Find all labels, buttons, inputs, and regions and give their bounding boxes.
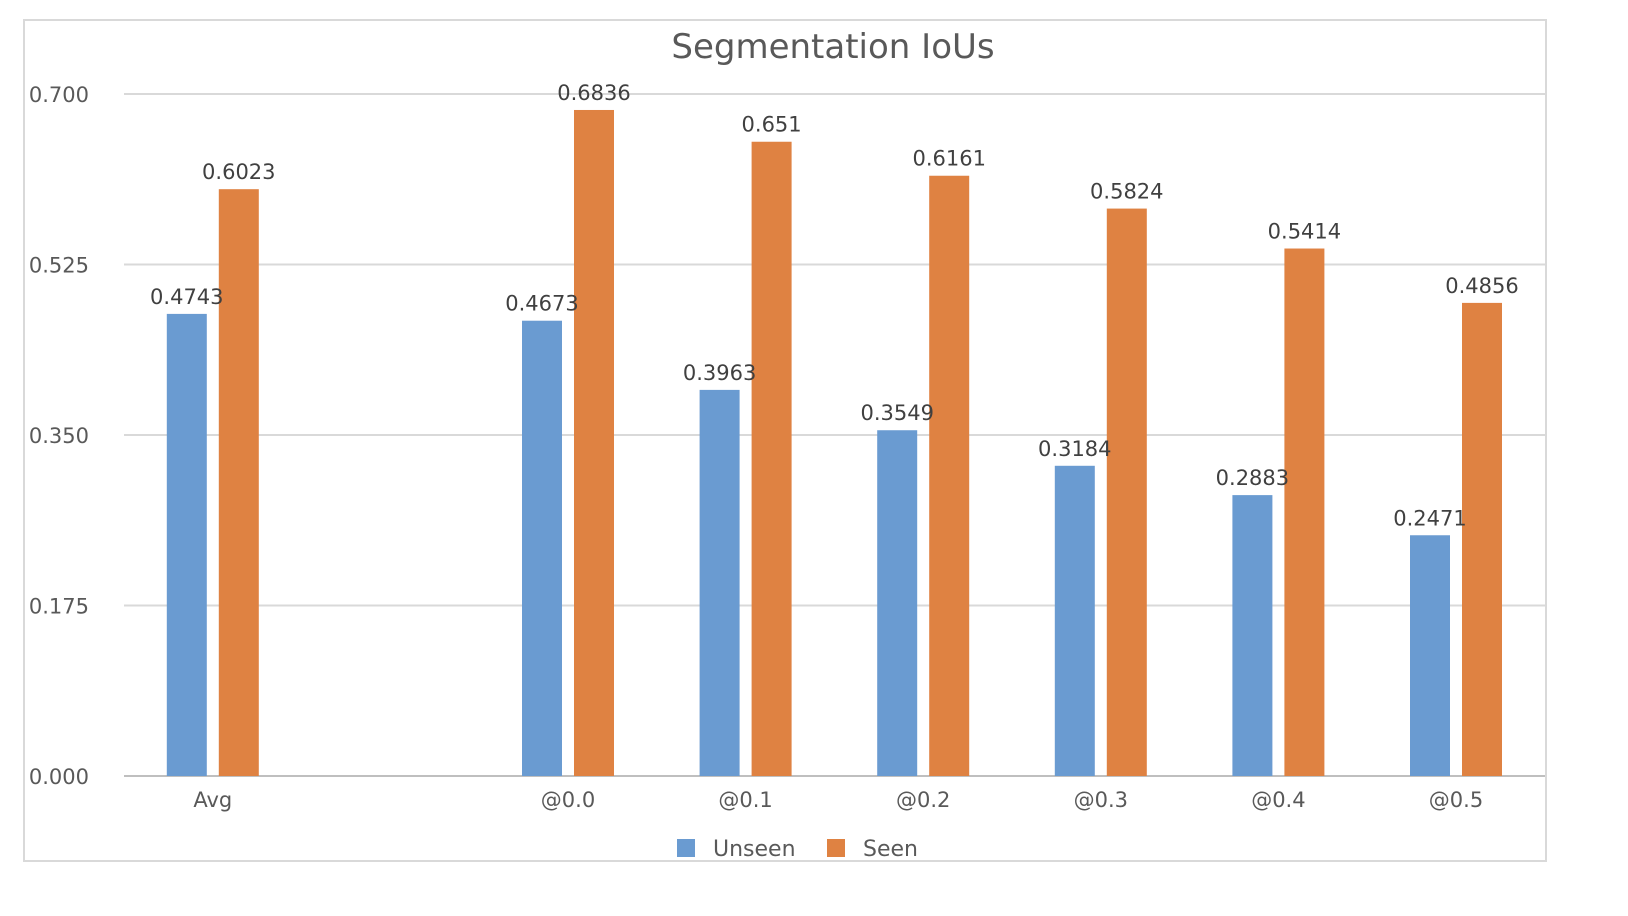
data-label: 0.3184 [1038, 437, 1111, 461]
y-tick-label: 0.525 [29, 254, 89, 278]
y-tick-label: 0.700 [29, 83, 89, 107]
bar-unseen-@0.5 [1410, 535, 1450, 776]
data-label: 0.4856 [1445, 274, 1518, 298]
x-tick-label: @0.2 [896, 788, 950, 812]
bar-seen-@0.5 [1462, 302, 1502, 776]
x-tick-label: @0.3 [1074, 788, 1128, 812]
data-label: 0.5824 [1090, 180, 1163, 204]
x-axis: Avg @0.0 @0.1 @0.2 @0.3 @0.4 @0.5 [193, 788, 1483, 812]
data-label: 0.4743 [150, 285, 223, 309]
y-axis: 0.000 0.175 0.350 0.525 0.700 [29, 83, 89, 789]
x-tick-label: Avg [193, 788, 232, 812]
legend-swatch-seen [827, 839, 845, 857]
x-tick-label: @0.0 [541, 788, 595, 812]
legend-label-unseen: Unseen [713, 837, 796, 862]
data-label: 0.651 [742, 113, 802, 137]
legend-swatch-unseen [677, 839, 695, 857]
bar-seen-@0.4 [1284, 248, 1325, 776]
bar-seen-Avg [218, 189, 259, 776]
bar-unseen-@0.2 [877, 430, 918, 776]
legend: Unseen Seen [677, 837, 918, 862]
bar-unseen-@0.1 [699, 389, 740, 776]
bar-seen-@0.1 [751, 141, 792, 777]
chart-title: Segmentation IoUs [671, 27, 994, 67]
bar-unseen-@0.0 [522, 320, 562, 776]
bars [166, 109, 1502, 777]
data-label: 0.3549 [860, 401, 933, 425]
gridlines [124, 93, 1545, 777]
bar-unseen-Avg [166, 313, 207, 776]
data-label: 0.4673 [505, 292, 578, 316]
bar-unseen-@0.4 [1232, 495, 1273, 776]
x-tick-label: @0.4 [1251, 788, 1305, 812]
data-label: 0.5414 [1268, 220, 1341, 244]
data-label: 0.2471 [1393, 506, 1466, 530]
x-tick-label: @0.5 [1429, 788, 1483, 812]
bar-seen-@0.2 [929, 175, 970, 777]
bar-seen-@0.0 [574, 109, 614, 777]
bar-unseen-@0.3 [1054, 465, 1095, 776]
data-label: 0.2883 [1216, 466, 1289, 490]
y-tick-label: 0.350 [29, 424, 89, 448]
x-tick-label: @0.1 [718, 788, 772, 812]
data-label: 0.6161 [912, 147, 985, 171]
y-tick-label: 0.175 [29, 595, 89, 619]
chart-frame [23, 19, 1547, 862]
data-label: 0.6023 [202, 160, 275, 184]
data-labels: 0.4743 0.6023 0.4673 0.6836 0.3963 0.651 0.354… [150, 81, 1519, 530]
bar-seen-@0.3 [1106, 208, 1147, 777]
data-label: 0.3963 [683, 361, 756, 385]
legend-label-seen: Seen [863, 837, 918, 862]
y-tick-label: 0.000 [29, 765, 89, 789]
data-label: 0.6836 [557, 81, 630, 105]
